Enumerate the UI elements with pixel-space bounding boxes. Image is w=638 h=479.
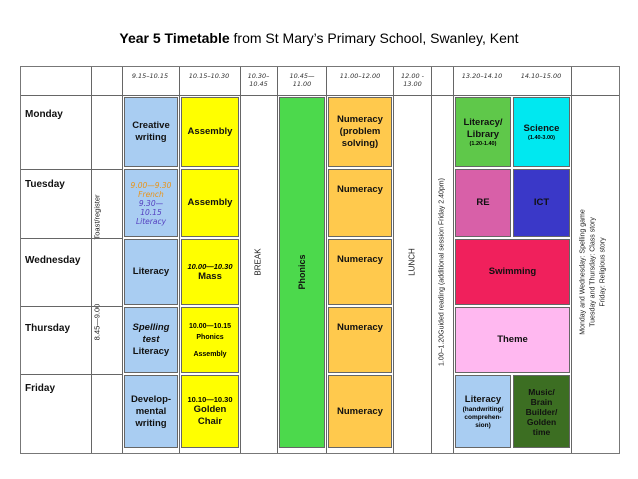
day-friday: Friday	[25, 383, 56, 394]
day-tuesday: Tuesday	[25, 179, 65, 190]
header-time-3: 10.30– 10.45	[247, 72, 270, 88]
cell-thu-theme: Theme	[455, 307, 570, 373]
cell-mon-literacy-library: Literacy/ Library (1.20-1.40)	[455, 97, 511, 167]
cell-fri-p1: Develop- mental writing	[124, 375, 178, 448]
day-wednesday: Wednesday	[25, 255, 81, 266]
cell-tue-p2: Assembly	[181, 169, 239, 237]
phonics-label: Phonics	[297, 254, 307, 290]
header-time-8: 14.10–15.00	[520, 72, 562, 80]
header-time-7: 13.20–14.10	[461, 72, 503, 80]
cell-mon-science: Science (1.40-3.00)	[513, 97, 570, 167]
cell-tue-num: Numeracy	[328, 169, 392, 237]
cell-fri-num: Numeracy	[328, 375, 392, 448]
header-time-1: 9.15–10.15	[131, 72, 169, 80]
cell-mon-p1: Creative writing	[124, 97, 178, 167]
header-time-6: 12.00 -13.00	[400, 72, 425, 88]
cell-thu-num: Numeracy	[328, 307, 392, 373]
cell-wed-num: Numeracy	[328, 239, 392, 305]
timetable: 9.15–10.15 10.15–10.30 10.30– 10.45 10.45…	[20, 66, 620, 454]
cell-mon-num: Numeracy (problem solving)	[328, 97, 392, 167]
cell-fri-music: Music/ Brain Builder/ Golden time	[513, 375, 570, 448]
cell-tue-ict: ICT	[513, 169, 570, 237]
guided-reading-label: 1.00–1.20Guided reading (additional sess…	[438, 178, 446, 366]
lunch-label: LUNCH	[407, 248, 417, 276]
cell-fri-literacy: Literacy (handwriting/ comprehen- sion)	[455, 375, 511, 448]
cell-wed-swimming: Swimming	[455, 239, 570, 305]
break-label: BREAK	[253, 248, 263, 276]
cell-wed-p2: 10.00—10.30 Mass	[181, 239, 239, 305]
cell-thu-p2: 10.00—10.15 Phonics Assembly	[181, 307, 239, 373]
time-0845-label: 8.45—9.00	[92, 303, 102, 341]
header-time-5: 11.00–12.00	[339, 72, 381, 80]
cell-phonics	[279, 97, 325, 448]
cell-wed-p1: Literacy	[124, 239, 178, 305]
day-monday: Monday	[25, 109, 63, 120]
header-time-4: 10.45— 11.00	[289, 72, 315, 88]
cell-tue-p1: 9.00—9.30 French 9.30— 10.15 Literacy	[124, 169, 178, 237]
cell-thu-p1: Spelling test Literacy	[124, 307, 178, 373]
header-time-2: 10.15–10.30	[188, 72, 230, 80]
cell-mon-p2: Assembly	[181, 97, 239, 167]
toast-register-label: Toast/register	[92, 194, 102, 240]
cell-tue-re: RE	[455, 169, 511, 237]
day-thursday: Thursday	[25, 323, 71, 334]
page-title: Year 5 Timetable from St Mary’s Primary …	[119, 30, 519, 46]
cell-fri-p2: 10.10—10.30 Golden Chair	[181, 375, 239, 448]
